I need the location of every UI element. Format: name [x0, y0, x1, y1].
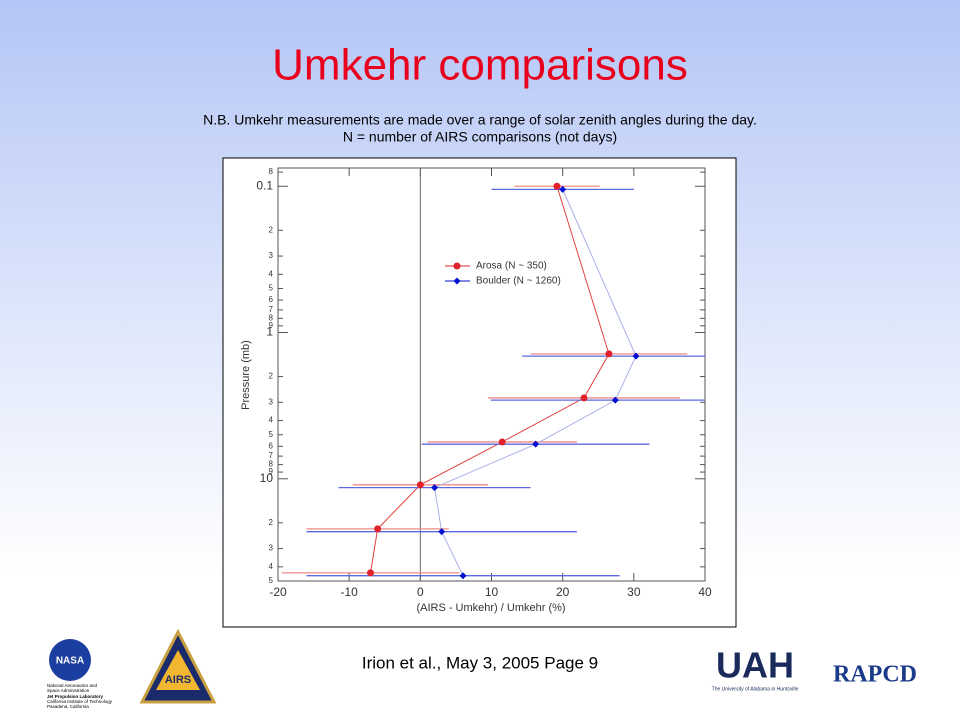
data-point — [459, 572, 467, 580]
series-layer — [281, 182, 705, 580]
logo-text: UAH — [716, 645, 794, 686]
y-tick-label: 8 — [269, 313, 274, 322]
y-tick-label: 3 — [269, 397, 274, 406]
logo-text: Space Administration — [47, 688, 90, 693]
uah-logo: UAH The University of Alabama in Huntsvi… — [712, 645, 799, 693]
y-tick-label: 2 — [269, 225, 274, 234]
y-tick-label: 5 — [269, 430, 274, 439]
logo-text: Pasadena, California — [47, 704, 89, 709]
data-point — [438, 528, 446, 536]
logo-text: National Aeronautics and — [47, 683, 98, 688]
chart-panel — [222, 157, 737, 628]
y-tick-label: 6 — [269, 295, 274, 304]
legend-marker — [453, 277, 461, 285]
y-tick-label: 1 — [266, 325, 273, 339]
legend-marker — [453, 262, 461, 270]
x-tick-label: 40 — [698, 585, 712, 599]
y-tick-label: 0.1 — [256, 178, 273, 192]
logo-text: RAPCD — [833, 662, 917, 688]
logo-shape — [156, 650, 200, 690]
footer: Irion et al., May 3, 2005 Page 9 — [362, 653, 598, 672]
data-point — [374, 525, 382, 533]
y-tick-label: 2 — [269, 518, 274, 527]
y-axis-label: Pressure (mb) — [240, 340, 252, 410]
logo-text: Jet Propulsion Laboratory — [47, 694, 104, 699]
airs-logo: AIRS — [139, 628, 217, 704]
note: N = number of AIRS comparisons (not days… — [343, 129, 617, 145]
y-tick-label: 7 — [269, 451, 274, 460]
y-tick-label: 3 — [269, 251, 274, 260]
x-tick-label: 0 — [417, 585, 424, 599]
y-tick-label: 2 — [269, 372, 274, 381]
x-axis-label: (AIRS - Umkehr) / Umkehr (%) — [416, 602, 565, 614]
legend-label: Boulder (N ~ 1260) — [476, 276, 561, 287]
data-point — [605, 350, 613, 358]
y-tick-label: 5 — [269, 576, 274, 585]
slide-title: Umkehr comparisons — [272, 41, 688, 90]
data-point — [632, 352, 640, 360]
plot: -20 -10 0 10 20 30 4080.1234567891234567891023… — [256, 167, 712, 599]
x-tick-label: 30 — [627, 585, 641, 599]
nasa-logo: NASA National Aeronautics and Space Admi… — [47, 639, 113, 709]
logo-text: California Institute of Technology — [47, 699, 113, 704]
rapcd-logo: RAPCD — [833, 662, 917, 688]
y-tick-label: 4 — [269, 562, 274, 571]
legend-label: Arosa (N ~ 350) — [476, 261, 547, 272]
data-point — [416, 481, 424, 489]
x-tick-label: -20 — [269, 585, 287, 599]
data-point — [367, 569, 375, 577]
y-tick-label: 8 — [269, 167, 274, 176]
y-tick-label: 5 — [269, 284, 274, 293]
y-tick-label: 6 — [269, 441, 274, 450]
logo-text: The University of Alabama in Huntsville — [712, 686, 799, 692]
data-point — [431, 484, 439, 492]
y-tick-label: 7 — [269, 305, 274, 314]
x-tick-label: -10 — [340, 585, 358, 599]
x-tick-label: 10 — [485, 585, 499, 599]
data-point — [532, 440, 540, 448]
data-point — [611, 396, 619, 404]
data-point — [580, 394, 588, 402]
y-tick-label: 9 — [269, 467, 274, 476]
logo-shape — [49, 639, 91, 681]
y-tick-label: 4 — [269, 416, 274, 425]
note: N.B. Umkehr measurements are made over a… — [203, 112, 757, 128]
x-tick-label: 20 — [556, 585, 570, 599]
y-tick-label: 10 — [260, 471, 274, 485]
y-tick-label: 3 — [269, 544, 274, 553]
logo-text: AIRS — [165, 674, 191, 686]
data-point — [553, 182, 561, 190]
y-tick-label: 9 — [269, 321, 274, 330]
y-tick-label: 4 — [269, 269, 274, 278]
y-tick-label: 8 — [269, 460, 274, 469]
logo-text: NASA — [56, 656, 84, 667]
data-point — [559, 185, 567, 193]
data-point — [498, 438, 506, 446]
